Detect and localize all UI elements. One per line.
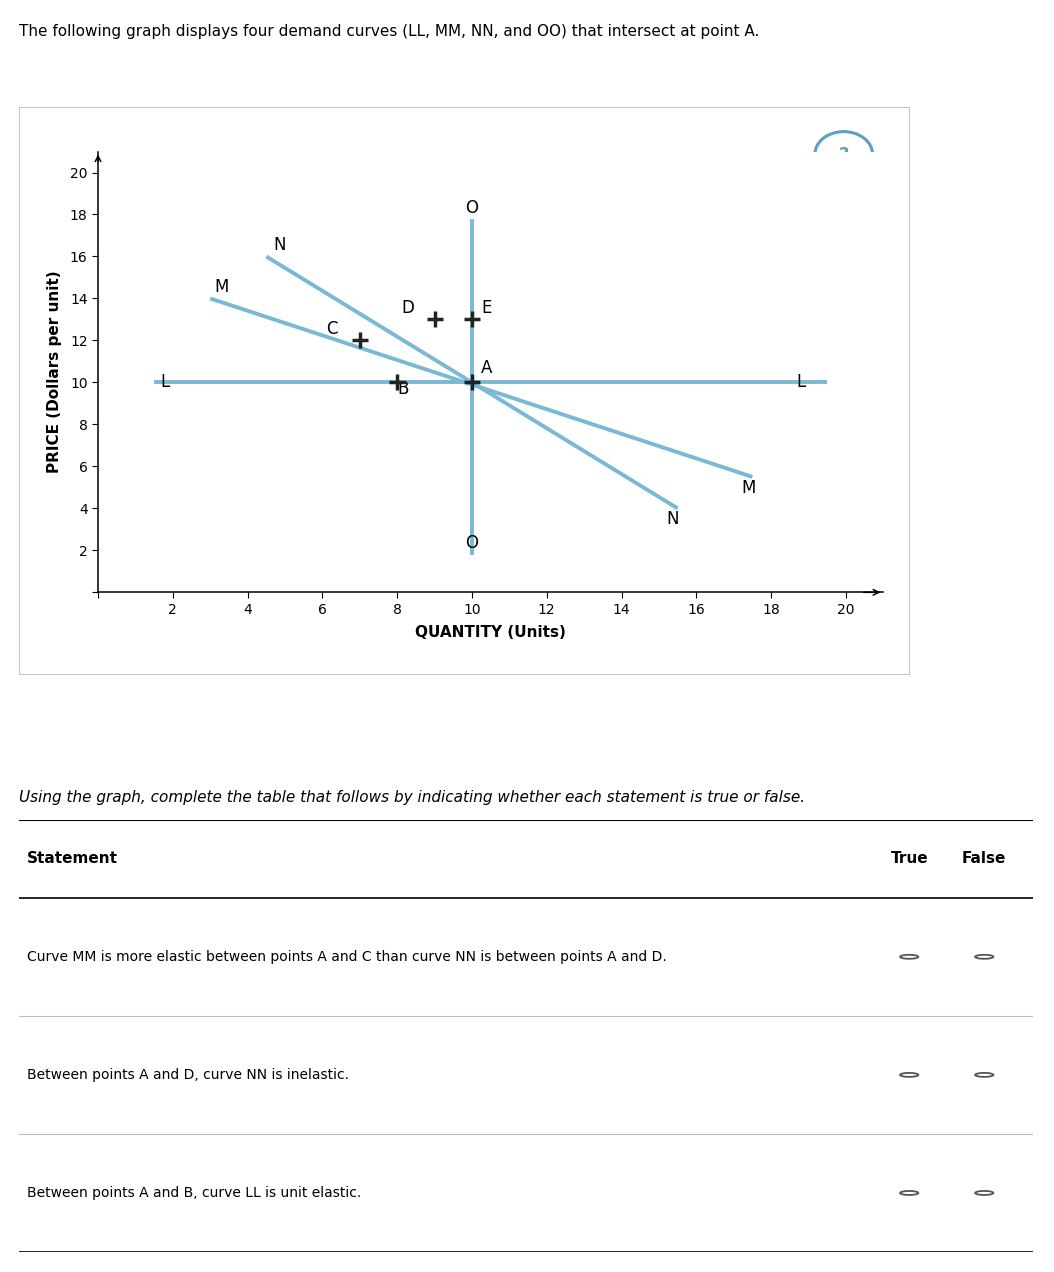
Text: L: L (797, 374, 805, 392)
Text: The following graph displays four demand curves (LL, MM, NN, and OO) that inters: The following graph displays four demand… (19, 24, 759, 39)
Text: O: O (466, 534, 479, 552)
Text: ?: ? (839, 146, 848, 164)
Text: Curve MM is more elastic between points A and C than curve NN is between points : Curve MM is more elastic between points … (27, 950, 667, 964)
Text: False: False (962, 851, 1007, 866)
Text: L: L (160, 374, 170, 392)
Text: Statement: Statement (27, 851, 118, 866)
Text: True: True (891, 851, 928, 866)
Text: B: B (397, 380, 409, 398)
Text: Using the graph, complete the table that follows by indicating whether each stat: Using the graph, complete the table that… (19, 790, 805, 805)
Text: Between points A and B, curve LL is unit elastic.: Between points A and B, curve LL is unit… (27, 1186, 362, 1199)
Text: O: O (466, 198, 479, 216)
Text: A: A (482, 359, 492, 378)
Text: N: N (274, 237, 287, 254)
Text: Between points A and D, curve NN is inelastic.: Between points A and D, curve NN is inel… (27, 1068, 349, 1082)
Text: M: M (741, 480, 756, 497)
Text: M: M (214, 279, 229, 296)
Y-axis label: PRICE (Dollars per unit): PRICE (Dollars per unit) (46, 271, 61, 473)
Text: C: C (326, 321, 337, 338)
Text: E: E (482, 299, 491, 317)
X-axis label: QUANTITY (Units): QUANTITY (Units) (415, 625, 566, 640)
Text: N: N (666, 510, 679, 528)
Text: D: D (401, 299, 414, 317)
